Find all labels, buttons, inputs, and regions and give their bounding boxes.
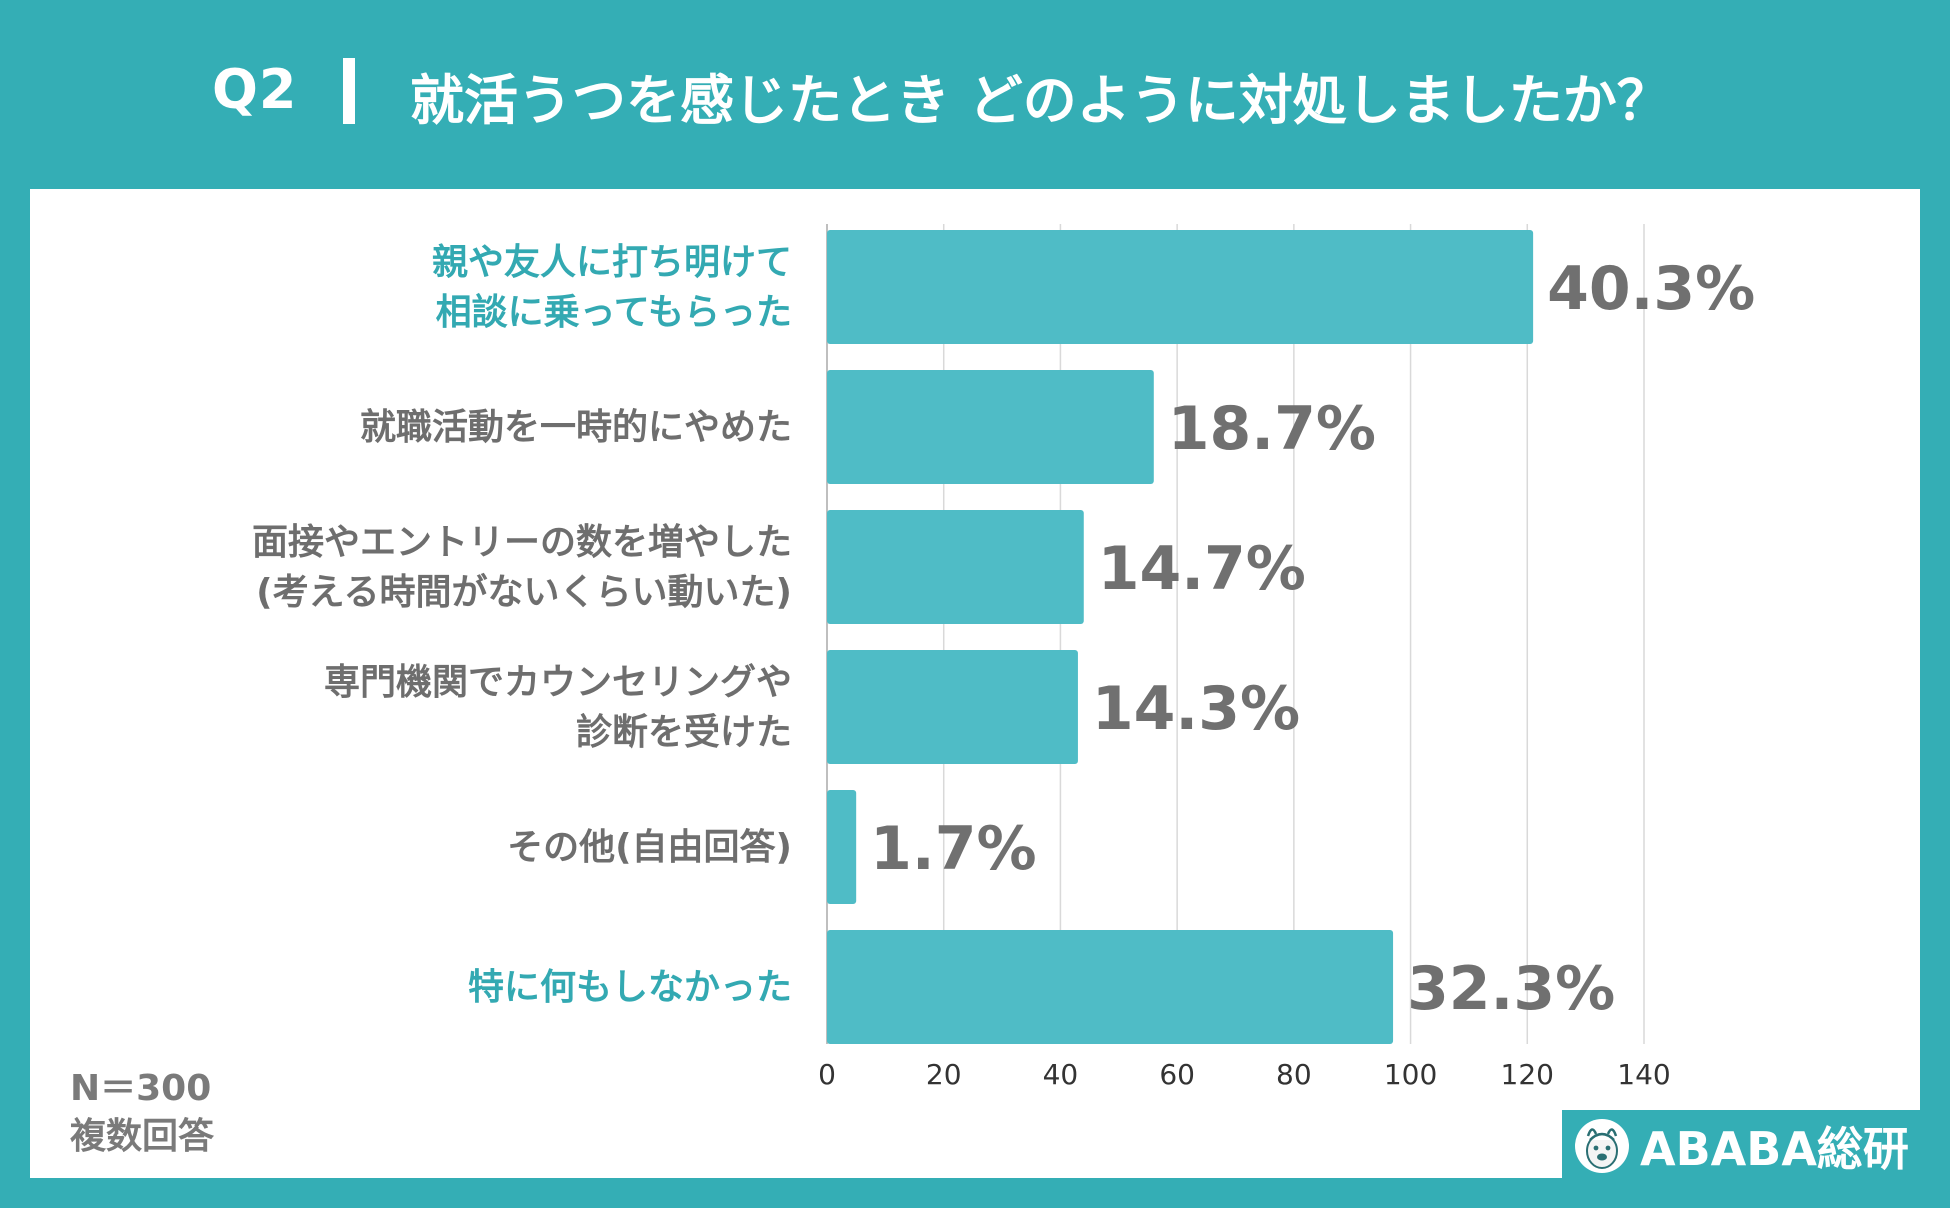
x-tick-label: 140 — [1617, 1058, 1670, 1091]
question-number: Q2 — [212, 58, 298, 121]
category-label: 診断を受けた — [576, 712, 792, 753]
x-tick-label: 20 — [926, 1058, 962, 1091]
category-label: 専門機関でカウンセリングや — [324, 662, 792, 703]
x-tick-label: 100 — [1384, 1058, 1437, 1091]
bar-chart: 0 20 40 60 80 100 120 140 40.3% 親や友人に打ち明けて相談に乗っても… — [252, 224, 1755, 1091]
category-label: その他(自由回答) — [507, 827, 792, 868]
category-label: 就職活動を一時的にやめた — [360, 407, 792, 448]
category-label: 相談に乗ってもらった — [436, 292, 792, 333]
x-tick-label: 40 — [1043, 1058, 1079, 1091]
question-title: 就活うつを感じたとき どのように対処しましたか？ — [410, 69, 1671, 132]
sample-size-note: N＝300 — [70, 1068, 212, 1109]
value-label: 40.3% — [1547, 254, 1755, 324]
x-tick-label: 60 — [1159, 1058, 1195, 1091]
alpaca-icon — [1575, 1119, 1629, 1173]
value-label: 32.3% — [1407, 954, 1615, 1024]
value-label: 1.7% — [870, 814, 1036, 884]
bar — [827, 790, 857, 904]
category-label: 面接やエントリーの数を増やした — [252, 522, 792, 563]
bar — [827, 370, 1154, 484]
x-tick-label: 0 — [818, 1058, 836, 1091]
header-divider — [343, 58, 355, 124]
x-tick-label: 120 — [1501, 1058, 1554, 1091]
x-tick-label: 80 — [1276, 1058, 1312, 1091]
bar — [827, 930, 1394, 1044]
value-label: 14.7% — [1098, 534, 1306, 604]
bar — [827, 510, 1084, 624]
category-label: 特に何もしなかった — [468, 967, 792, 1008]
bar — [827, 650, 1078, 764]
brand-logo: ABABA総研 — [1562, 1110, 1920, 1182]
bar — [827, 230, 1534, 344]
category-label: 親や友人に打ち明けて — [432, 242, 792, 283]
multiple-answer-note: 複数回答 — [70, 1116, 215, 1157]
brand-name: ABABA総研 — [1640, 1122, 1909, 1176]
value-label: 18.7% — [1168, 394, 1376, 464]
value-label: 14.3% — [1092, 674, 1300, 744]
category-label: (考える時間がないくらい動いた) — [256, 572, 792, 613]
header: Q2 就活うつを感じたとき どのように対処しましたか？ — [0, 0, 1950, 190]
chart-panel: 0 20 40 60 80 100 120 140 40.3% 親や友人に打ち明けて 相談に乗っても… — [30, 189, 1920, 1178]
